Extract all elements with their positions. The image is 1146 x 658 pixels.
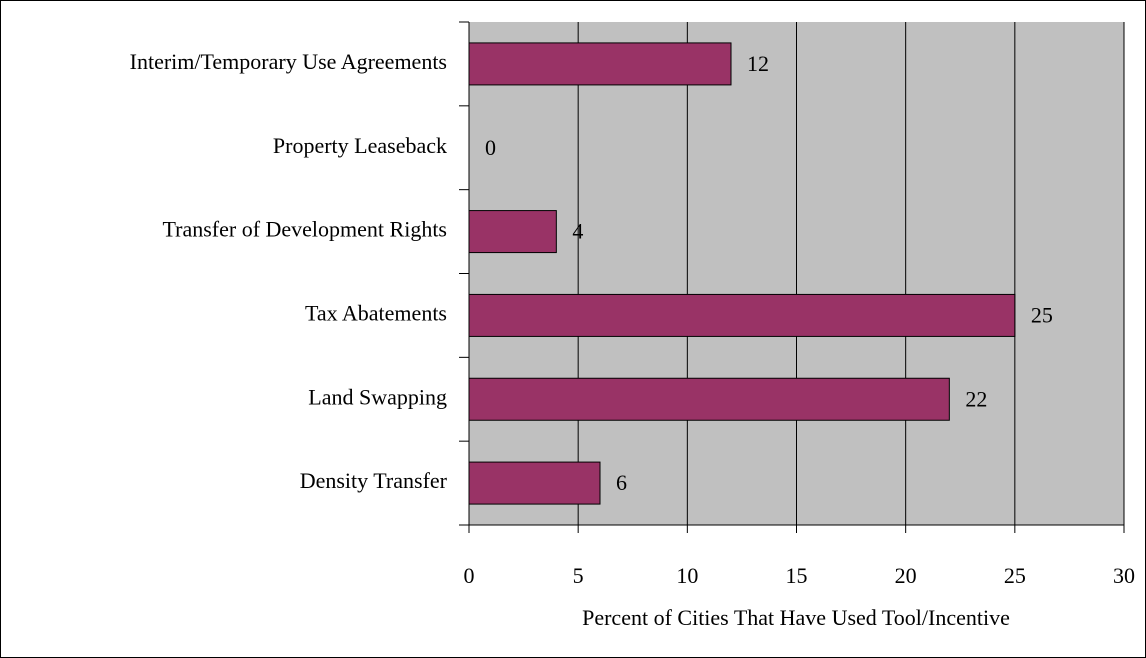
data-label: 22 <box>965 386 987 411</box>
bar <box>468 377 950 421</box>
bar <box>468 293 1016 337</box>
x-tick-label: 20 <box>895 563 917 588</box>
x-tick-label: 5 <box>573 563 584 588</box>
data-label: 4 <box>572 219 583 244</box>
data-label: 6 <box>616 470 627 495</box>
y-tick-label: Property Leaseback <box>273 133 447 158</box>
data-label: 25 <box>1031 302 1053 327</box>
y-tick-label: Density Transfer <box>300 468 448 493</box>
y-tick-label: Transfer of Development Rights <box>162 217 447 242</box>
x-tick-label: 25 <box>1004 563 1026 588</box>
y-tick-label: Land Swapping <box>308 384 447 409</box>
x-axis-label: Percent of Cities That Have Used Tool/In… <box>582 605 1010 630</box>
y-tick-label: Tax Abatements <box>305 300 447 325</box>
x-tick-label: 30 <box>1113 563 1135 588</box>
data-label: 0 <box>485 135 496 160</box>
data-label: 12 <box>747 51 769 76</box>
x-tick-label: 10 <box>676 563 698 588</box>
x-tick-label: 0 <box>464 563 475 588</box>
bar <box>468 461 601 505</box>
bar <box>468 42 732 86</box>
y-tick-label: Interim/Temporary Use Agreements <box>130 49 447 74</box>
x-tick-label: 15 <box>786 563 808 588</box>
bar <box>468 210 557 254</box>
